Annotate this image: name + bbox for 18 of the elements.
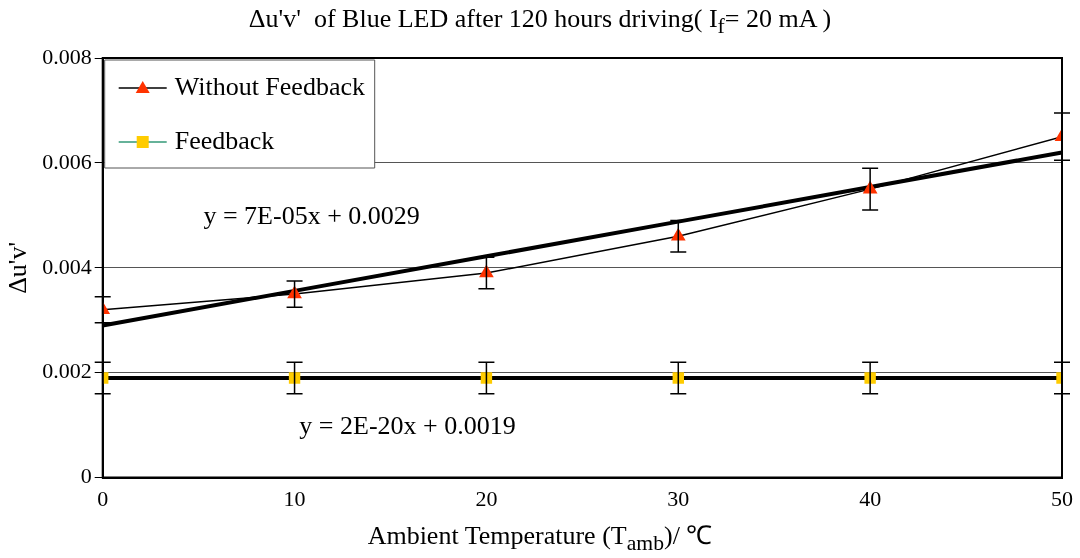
chart-title: Δu'v' of Blue LED after 120 hours driving( I$_{f}$= 20 mA ) <box>247 4 833 40</box>
y-tick-label: 0.006 <box>42 148 92 174</box>
x-axis-title: Ambient Temperature (T$_{amb}$)/ ℃ <box>366 520 714 557</box>
annotation: y = 7E-05x + 0.0029 <box>203 201 420 231</box>
legend-label: Without Feedback <box>174 71 365 101</box>
x-tick-label: 40 <box>859 485 882 511</box>
y-tick-label: 0.004 <box>42 253 92 279</box>
y-tick-label: 0.002 <box>42 358 92 384</box>
x-tick-label: 10 <box>283 485 306 511</box>
legend-label: Feedback <box>174 125 275 155</box>
x-tick-label: 0 <box>97 485 109 511</box>
x-tick-label: 50 <box>1051 485 1073 511</box>
y-tick-label: 0 <box>80 463 92 489</box>
annotation: y = 2E-20x + 0.0019 <box>299 411 516 441</box>
x-tick-label: 30 <box>667 485 690 511</box>
x-tick-label: 20 <box>475 485 498 511</box>
y-axis-title: Δu'v' <box>3 241 33 294</box>
y-tick-label: 0.008 <box>42 43 92 69</box>
